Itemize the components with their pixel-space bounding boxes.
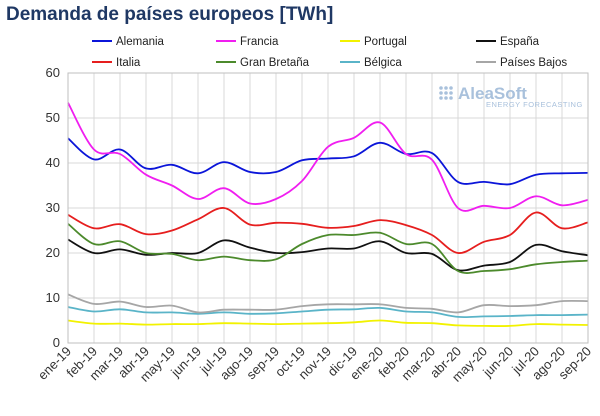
y-tick-label: 40: [46, 155, 60, 170]
legend-item: Alemania: [92, 36, 165, 48]
legend-label: Italia: [116, 57, 141, 69]
aleasoft-logo: [439, 86, 453, 100]
legend-item: Portugal: [340, 36, 407, 48]
plot-area-border: [67, 72, 589, 344]
y-tick-label: 30: [46, 200, 60, 215]
legend-item: Bélgica: [340, 57, 402, 69]
watermark-tagline: ENERGY FORECASTING: [486, 100, 583, 109]
legend-label: Portugal: [364, 36, 407, 48]
series-line-espana: [67, 238, 589, 272]
series-line-italia: [67, 207, 589, 254]
legend-label: España: [500, 36, 540, 48]
watermark-brand: AleaSoft: [458, 84, 527, 103]
legend-label: Bélgica: [364, 57, 402, 69]
y-tick-label: 10: [46, 290, 60, 305]
logo-dot: [439, 96, 443, 100]
legend-label: Francia: [240, 36, 279, 48]
legend-item: Países Bajos: [476, 57, 567, 69]
legend-item: Francia: [216, 36, 279, 48]
logo-dot: [439, 86, 443, 90]
logo-dot: [444, 86, 448, 90]
series-line-portugal: [67, 319, 589, 327]
logo-dot: [444, 96, 448, 100]
logo-dot: [449, 96, 453, 100]
chart-title: Demanda de países europeos [TWh]: [6, 4, 334, 25]
series-line-paises-bajos: [67, 293, 589, 314]
legend-label: Alemania: [116, 36, 165, 48]
y-tick-label: 20: [46, 245, 60, 260]
legend: Alemania Francia Portugal España Italia Gran …: [92, 36, 567, 69]
series-line-gran-bretana: [67, 223, 589, 274]
logo-dot: [449, 91, 453, 95]
legend-item: Gran Bretaña: [216, 57, 310, 69]
legend-label: Gran Bretaña: [240, 57, 310, 69]
legend-item: España: [476, 36, 540, 48]
y-tick-label: 60: [46, 65, 60, 80]
legend-label: Países Bajos: [500, 57, 567, 69]
legend-item: Italia: [92, 57, 141, 69]
series-line-belgica: [67, 306, 589, 319]
logo-dot: [449, 86, 453, 90]
series-line-alemania: [67, 137, 589, 186]
logo-dot: [444, 91, 448, 95]
logo-dot: [439, 91, 443, 95]
series-lines: [67, 102, 589, 327]
y-tick-label: 50: [46, 110, 60, 125]
series-line-francia: [67, 102, 589, 212]
y-tick-label: 0: [53, 335, 60, 350]
